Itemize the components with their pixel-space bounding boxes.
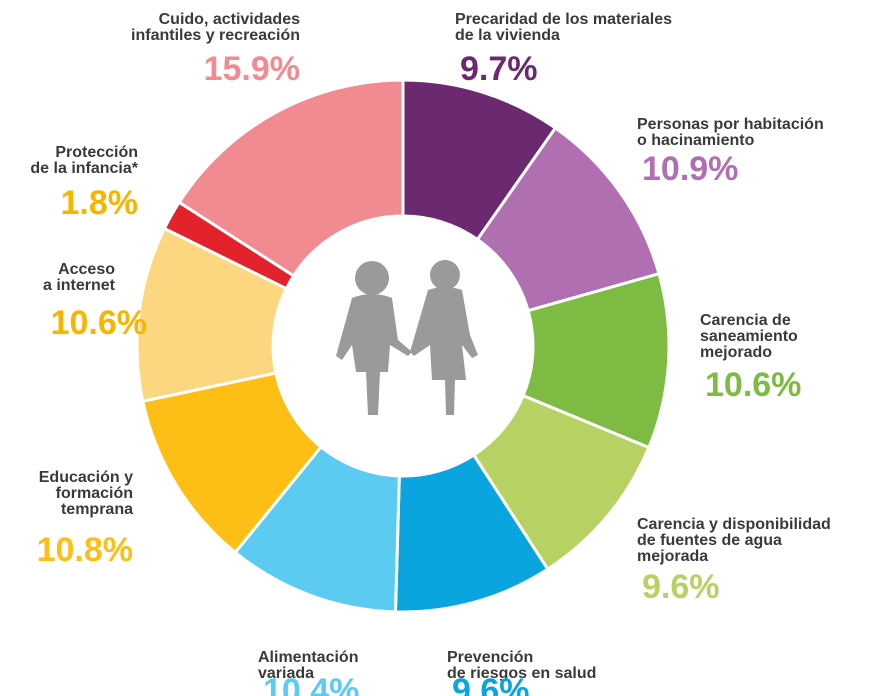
value-label: 15.9% — [203, 50, 300, 88]
category-label: Educación y formación temprana — [38, 469, 133, 518]
category-label: Cuido, actividades infantiles y recreaci… — [131, 11, 300, 44]
category-label: Carencia de saneamiento mejorado — [700, 312, 798, 361]
category-label: Personas por habitación o hacinamiento — [637, 116, 824, 149]
value-label: 9.6% — [452, 672, 530, 696]
category-label: Precaridad de los materiales de la vivie… — [455, 11, 672, 44]
category-label: Carencia y disponibilidad de fuentes de … — [637, 516, 831, 565]
category-label: Alimentación variada — [258, 649, 359, 682]
value-label: 10.6% — [705, 366, 802, 404]
value-label: 9.7% — [460, 50, 538, 88]
value-label: 10.6% — [50, 304, 147, 342]
category-label: Protección de la infancia* — [30, 144, 138, 177]
value-label: 10.9% — [642, 150, 739, 188]
value-label: 10.8% — [36, 531, 133, 569]
value-label: 1.8% — [60, 184, 139, 222]
category-label: Prevención de riesgos en salud — [447, 649, 597, 682]
value-label: 10.4% — [263, 672, 360, 696]
value-label: 9.6% — [642, 568, 720, 606]
children-silhouette — [336, 260, 478, 415]
category-label: Acceso a internet — [42, 261, 115, 294]
